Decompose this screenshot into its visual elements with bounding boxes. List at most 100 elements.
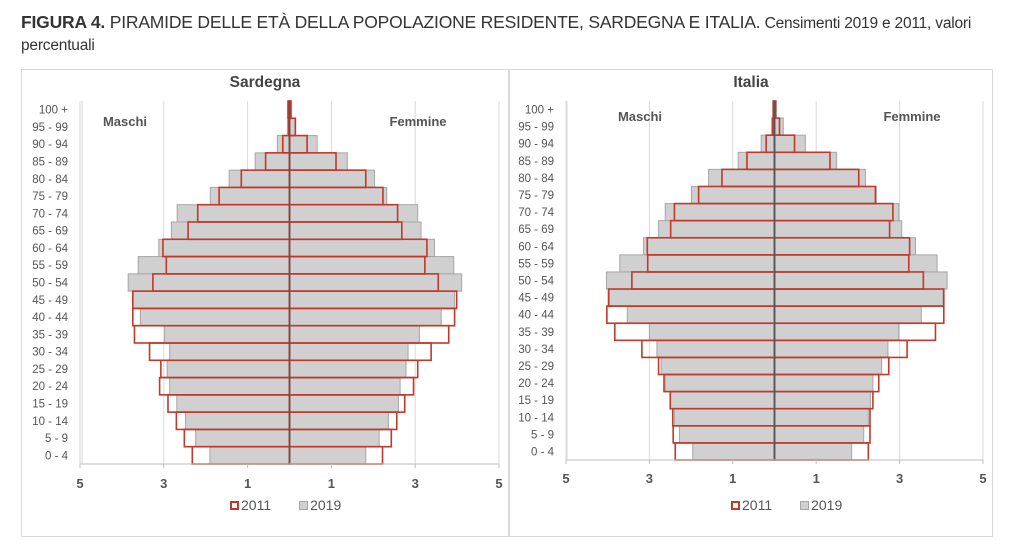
bar-2019-maschi xyxy=(209,446,290,465)
legend-item-2019: 2019 xyxy=(299,497,341,513)
bar-2019-maschi xyxy=(737,151,776,170)
bar-2019-femmine xyxy=(289,359,407,379)
legend-label: 2019 xyxy=(811,497,843,513)
age-label: 55 - 59 xyxy=(32,260,68,272)
age-label: 35 - 39 xyxy=(32,329,68,341)
age-label: 30 - 34 xyxy=(518,344,554,356)
bar-2019-maschi xyxy=(170,221,290,240)
bar-2019-femmine xyxy=(774,442,853,461)
age-label: 45 - 49 xyxy=(518,293,554,305)
bar-2019-maschi xyxy=(760,134,776,153)
age-label: 35 - 39 xyxy=(518,327,554,339)
age-label: 10 - 14 xyxy=(518,412,554,424)
age-label: 15 - 19 xyxy=(518,395,554,407)
bar-2019-maschi xyxy=(692,442,776,461)
age-label: 60 - 64 xyxy=(518,241,554,253)
age-label: 5 - 9 xyxy=(531,429,554,441)
x-tick-label: 3 xyxy=(646,471,653,486)
x-tick-label: 1 xyxy=(328,476,335,491)
bar-2019-femmine xyxy=(289,238,435,258)
bar-2019-femmine xyxy=(774,374,874,393)
bar-2019-femmine xyxy=(774,134,806,153)
legend-swatch-2011 xyxy=(230,500,239,510)
age-label: 5 - 9 xyxy=(45,433,68,445)
legend-item-2011: 2011 xyxy=(230,497,271,513)
panel-sardegna: Sardegna xyxy=(21,69,509,537)
figure-title: FIGURA 4. PIRAMIDE DELLE ETÀ DELLA POPOL… xyxy=(21,12,1011,56)
bar-2019-femmine xyxy=(289,290,456,309)
bar-2019-maschi xyxy=(691,185,776,205)
bar-2019-maschi xyxy=(169,342,290,361)
females-label: Femmine xyxy=(389,114,446,129)
age-label: 25 - 29 xyxy=(32,364,68,376)
age-label: 45 - 49 xyxy=(32,295,68,307)
bar-2019-maschi xyxy=(619,254,776,273)
bar-2019-femmine xyxy=(774,288,944,307)
males-label: Maschi xyxy=(103,114,147,129)
bar-2019-maschi xyxy=(608,288,775,307)
age-label: 65 - 69 xyxy=(518,224,554,236)
x-tick-label: 5 xyxy=(979,471,986,486)
bar-2019-femmine xyxy=(289,152,348,171)
bar-2019-maschi xyxy=(164,325,290,344)
bar-2019-femmine xyxy=(774,254,938,273)
males-label: Maschi xyxy=(618,109,662,124)
bar-2019-maschi xyxy=(176,394,290,413)
age-label: 75 - 79 xyxy=(32,191,68,203)
bar-2019-maschi xyxy=(195,428,290,448)
age-label: 70 - 74 xyxy=(518,207,554,219)
chart-title-sardegna: Sardegna xyxy=(229,74,301,91)
bar-2019-maschi xyxy=(643,237,776,256)
age-label: 20 - 24 xyxy=(518,378,554,390)
panel-italia: Italia xyxy=(509,69,993,537)
age-label: 40 - 44 xyxy=(32,312,68,324)
legend-item-2011: 2011 xyxy=(731,497,772,513)
x-tick-label: 3 xyxy=(896,471,903,486)
age-label: 90 - 94 xyxy=(32,139,68,151)
bar-2019-femmine xyxy=(774,425,865,444)
bar-2019-maschi xyxy=(660,356,775,376)
x-tick-label: 3 xyxy=(160,476,167,491)
bar-2019-femmine xyxy=(774,356,883,376)
figure-subtitle: Censimenti 2019 e 2011, valori percentua… xyxy=(21,15,972,54)
age-label: 70 - 74 xyxy=(32,208,68,220)
bar-2019-maschi xyxy=(254,152,290,171)
x-tick-label: 1 xyxy=(729,471,736,486)
age-label: 100 + xyxy=(39,105,68,117)
bar-2019-maschi xyxy=(176,204,290,223)
bar-2019-femmine xyxy=(289,204,419,223)
x-tick-label: 1 xyxy=(813,471,820,486)
bar-2019-maschi xyxy=(670,391,775,410)
bar-2019-femmine xyxy=(289,117,296,137)
bar-2019-femmine xyxy=(289,446,367,465)
figure-label: FIGURA 4. xyxy=(21,12,106,32)
x-tick-label: 5 xyxy=(562,471,569,486)
bar-2019-maschi xyxy=(158,238,290,258)
age-label: 90 - 94 xyxy=(518,139,554,151)
bar-2019-femmine xyxy=(289,377,401,396)
bar-2019-maschi xyxy=(139,307,290,327)
age-label: 85 - 89 xyxy=(32,157,68,169)
bar-2019-femmine xyxy=(774,203,900,222)
x-tick-label: 1 xyxy=(244,476,251,491)
bar-2019-maschi xyxy=(169,377,290,396)
legend-sardegna: 2011 2019 xyxy=(230,497,341,513)
bar-2019-femmine xyxy=(774,305,922,324)
bar-2019-maschi xyxy=(185,411,290,430)
legend-swatch-2019 xyxy=(299,500,309,510)
females-label: Femmine xyxy=(883,109,940,124)
bar-2019-maschi xyxy=(137,256,290,275)
figure-main-title: PIRAMIDE DELLE ETÀ DELLA POPOLAZIONE RES… xyxy=(105,12,761,32)
age-label: 80 - 84 xyxy=(518,173,554,185)
age-label: 60 - 64 xyxy=(32,243,68,255)
x-tick-label: 5 xyxy=(495,476,502,491)
bar-2019-femmine xyxy=(774,322,900,341)
chart-title-italia: Italia xyxy=(733,74,769,91)
bar-2019-femmine xyxy=(289,273,463,292)
legend-italia: 2011 2019 xyxy=(731,497,842,513)
bar-2019-femmine xyxy=(289,256,455,275)
bar-2019-femmine xyxy=(774,168,866,187)
age-label: 50 - 54 xyxy=(32,278,68,290)
bar-2019-femmine xyxy=(774,237,916,256)
